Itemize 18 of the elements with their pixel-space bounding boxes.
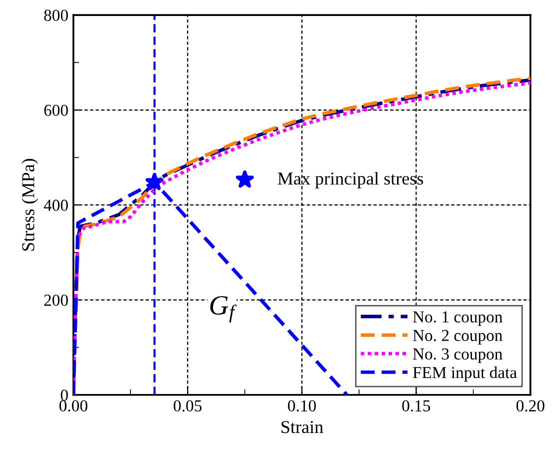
y-tick-label: 0 xyxy=(60,390,68,401)
legend-label: No. 1 coupon xyxy=(412,311,502,326)
y-tick-label: 200 xyxy=(44,294,68,306)
x-tick-label: 0.20 xyxy=(516,400,544,412)
legend-label: FEM input data xyxy=(412,366,517,382)
y-tick-label: 800 xyxy=(44,10,68,21)
legend-label: No. 3 coupon xyxy=(412,348,502,364)
y-tick-label: 400 xyxy=(44,200,68,211)
legend-label: No. 2 coupon xyxy=(412,330,502,344)
y-tick-label: 600 xyxy=(44,104,68,116)
x-tick-label: 0.05 xyxy=(174,400,202,412)
x-tick-label: 0.10 xyxy=(288,400,316,412)
x-tick-label: 0.00 xyxy=(59,400,88,412)
x-axis-title: Strain xyxy=(282,421,324,434)
legend-label: Max principal stress xyxy=(278,172,424,188)
y-axis-title: Stress (MPa) xyxy=(22,158,38,251)
annotation: G$_{f}$ xyxy=(210,296,237,322)
x-tick-label: 0.15 xyxy=(402,400,430,412)
